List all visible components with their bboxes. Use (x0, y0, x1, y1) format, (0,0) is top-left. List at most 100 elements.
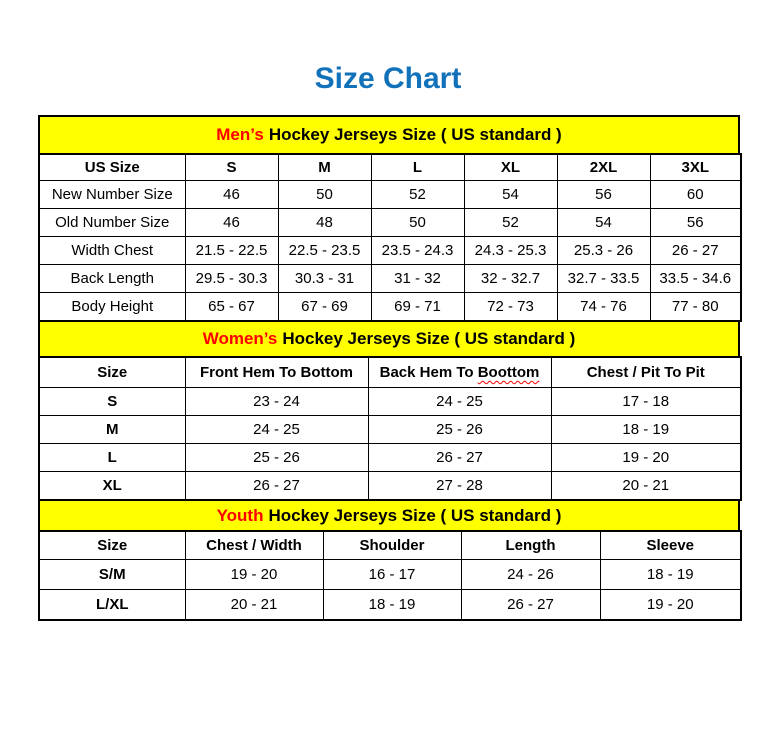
row-label: L/XL (38, 589, 186, 621)
table-cell: 25 - 26 (367, 415, 552, 444)
table-row: L 25 - 26 26 - 27 19 - 20 (38, 443, 742, 472)
column-header: Front Hem To Bottom (184, 356, 369, 388)
row-label: M (38, 415, 186, 444)
table-cell: 46 (184, 208, 279, 237)
size-chart: Men’s Hockey Jerseys Size ( US standard … (38, 115, 742, 621)
table-row: Back Length 29.5 - 30.3 30.3 - 31 31 - 32 32… (38, 264, 742, 293)
table-cell: 27 - 28 (367, 471, 552, 501)
table-cell: 26 - 27 (367, 443, 552, 472)
column-header: Chest / Width (184, 530, 324, 560)
table-cell: 25 - 26 (184, 443, 369, 472)
mens-sizes-table: US Size S M L XL 2XL 3XL New Number Size 46 50 52 5… (38, 153, 742, 322)
table-cell: 26 - 27 (184, 471, 369, 501)
mens-section-header: Men’s Hockey Jerseys Size ( US standard … (38, 115, 740, 155)
table-cell: 67 - 69 (277, 292, 372, 322)
column-header: M (277, 153, 372, 181)
table-cell: 24 - 25 (184, 415, 369, 444)
table-cell: 23.5 - 24.3 (370, 236, 465, 265)
table-cell: 31 - 32 (370, 264, 465, 293)
column-header: XL (463, 153, 558, 181)
mens-section-highlight: Men’s (216, 125, 264, 144)
womens-size-table-slot: Size Front Hem To Bottom Back Hem To Boott… (38, 356, 742, 501)
womens-size-section: Women’s Hockey Jerseys Size ( US standar… (38, 320, 742, 501)
table-cell: 21.5 - 22.5 (184, 236, 279, 265)
womens-section-title: Hockey Jerseys Size ( US standard ) (282, 329, 576, 348)
table-cell: 50 (370, 208, 465, 237)
youth-size-section: Youth Hockey Jerseys Size ( US standard … (38, 499, 742, 621)
column-header: Size (38, 356, 186, 388)
table-cell: 33.5 - 34.6 (649, 264, 742, 293)
table-cell: 24 - 25 (367, 387, 552, 416)
table-cell: 18 - 19 (599, 559, 742, 590)
table-row: Width Chest 21.5 - 22.5 22.5 - 23.5 23.5 - … (38, 236, 742, 265)
table-cell: 48 (277, 208, 372, 237)
header-row: Size Chest / Width Shoulder Length Sleeve (38, 530, 742, 560)
row-label: New Number Size (38, 180, 186, 209)
row-label: L (38, 443, 186, 472)
column-header: Back Hem To Boottom (367, 356, 552, 388)
table-cell: 54 (463, 180, 558, 209)
row-label: S/M (38, 559, 186, 590)
youth-section-header: Youth Hockey Jerseys Size ( US standard … (38, 499, 740, 532)
row-label: Back Length (38, 264, 186, 293)
table-cell: 23 - 24 (184, 387, 369, 416)
table-cell: 24.3 - 25.3 (463, 236, 558, 265)
mens-size-section: Men’s Hockey Jerseys Size ( US standard … (38, 115, 742, 322)
table-cell: 25.3 - 26 (556, 236, 651, 265)
table-cell: 24 - 26 (460, 559, 601, 590)
table-row: M 24 - 25 25 - 26 18 - 19 (38, 415, 742, 444)
table-cell: 18 - 19 (550, 415, 742, 444)
table-cell: 74 - 76 (556, 292, 651, 322)
table-cell: 56 (556, 180, 651, 209)
table-cell: 32.7 - 33.5 (556, 264, 651, 293)
womens-sizes-table: Size Front Hem To Bottom Back Hem To Boott… (38, 356, 742, 501)
table-cell: 19 - 20 (599, 589, 742, 621)
table-cell: 65 - 67 (184, 292, 279, 322)
size-chart-page: Size Chart Men’s Hockey Jerseys Size ( U… (0, 62, 776, 621)
youth-sizes-table: Size Chest / Width Shoulder Length Sleeve S/M… (38, 530, 742, 621)
table-cell: 72 - 73 (463, 292, 558, 322)
table-row: New Number Size 46 50 52 54 56 60 (38, 180, 742, 209)
table-row: L/XL 20 - 21 18 - 19 26 - 27 19 - 20 (38, 589, 742, 621)
mens-size-table-slot: US Size S M L XL 2XL 3XL New Number Size 46 50 52 5… (38, 153, 742, 322)
row-label: Old Number Size (38, 208, 186, 237)
youth-size-table-slot: Size Chest / Width Shoulder Length Sleeve S/M… (38, 530, 742, 621)
womens-section-header: Women’s Hockey Jerseys Size ( US standar… (38, 320, 740, 358)
row-label: Width Chest (38, 236, 186, 265)
column-header: 3XL (649, 153, 742, 181)
table-cell: 50 (277, 180, 372, 209)
table-cell: 32 - 32.7 (463, 264, 558, 293)
column-header: Sleeve (599, 530, 742, 560)
row-label: Body Height (38, 292, 186, 322)
table-cell: 20 - 21 (184, 589, 324, 621)
table-cell: 26 - 27 (649, 236, 742, 265)
youth-section-highlight: Youth (216, 505, 264, 525)
page-title: Size Chart (314, 62, 462, 95)
header-row: Size Front Hem To Bottom Back Hem To Boott… (38, 356, 742, 388)
column-header: Shoulder (322, 530, 462, 560)
table-cell: 46 (184, 180, 279, 209)
column-header: 2XL (556, 153, 651, 181)
column-header: Chest / Pit To Pit (550, 356, 742, 388)
table-cell: 19 - 20 (550, 443, 742, 472)
column-header: Length (460, 530, 601, 560)
table-row: Body Height 65 - 67 67 - 69 69 - 71 72 - 73 7… (38, 292, 742, 322)
table-row: S/M 19 - 20 16 - 17 24 - 26 18 - 19 (38, 559, 742, 590)
row-label: XL (38, 471, 186, 501)
table-cell: 54 (556, 208, 651, 237)
mens-section-title: Hockey Jerseys Size ( US standard ) (268, 125, 562, 144)
womens-section-highlight: Women’s (202, 329, 278, 348)
header-row: US Size S M L XL 2XL 3XL (38, 153, 742, 181)
column-header: US Size (38, 153, 186, 181)
youth-section-title: Hockey Jerseys Size ( US standard ) (268, 505, 562, 525)
table-cell: 52 (370, 180, 465, 209)
table-cell: 77 - 80 (649, 292, 742, 322)
row-label: S (38, 387, 186, 416)
table-cell: 17 - 18 (550, 387, 742, 416)
table-cell: 26 - 27 (460, 589, 601, 621)
table-cell: 20 - 21 (550, 471, 742, 501)
table-cell: 69 - 71 (370, 292, 465, 322)
column-header: L (370, 153, 465, 181)
table-row: XL 26 - 27 27 - 28 20 - 21 (38, 471, 742, 501)
table-cell: 16 - 17 (322, 559, 462, 590)
